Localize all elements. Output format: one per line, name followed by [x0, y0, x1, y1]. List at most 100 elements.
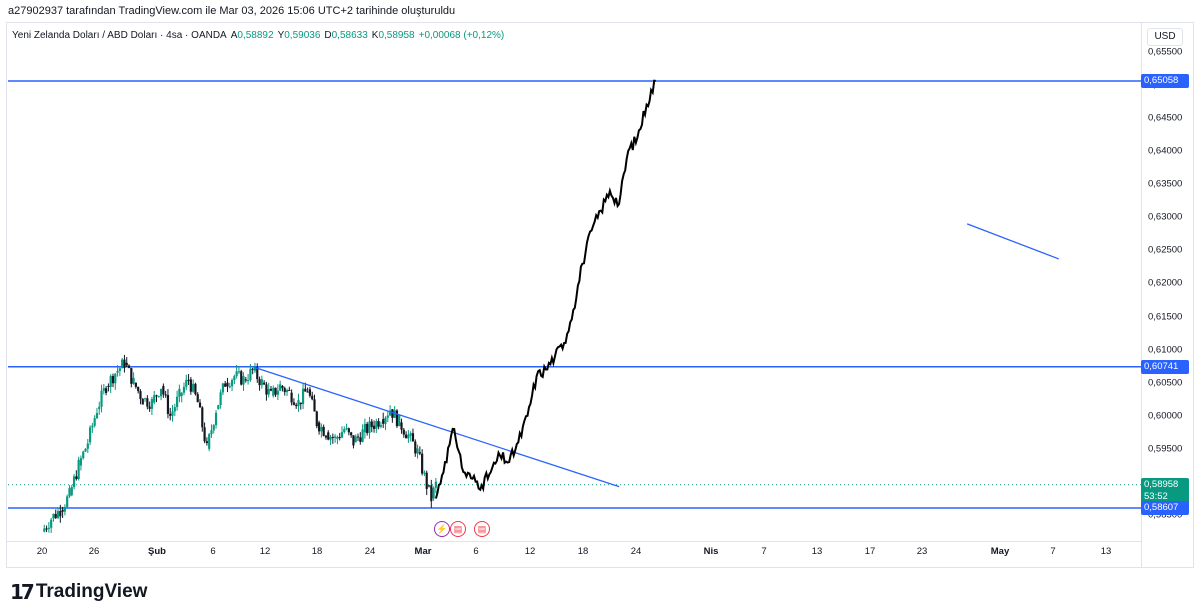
x-tick-label: 13 [1100, 546, 1112, 557]
x-tick-label: 6 [473, 546, 479, 557]
x-tick-label: Mar [414, 546, 432, 557]
candle-body [146, 398, 149, 407]
x-tick-label: May [990, 546, 1010, 557]
us-flag-icon[interactable]: ▤ [450, 521, 466, 537]
candle-body [393, 410, 396, 418]
candle-body [230, 379, 234, 387]
candle-body [345, 428, 348, 430]
y-tick-label: 0,58500 [1148, 509, 1183, 521]
candle-body [107, 386, 110, 388]
candle-body [153, 395, 156, 403]
candle-body [375, 421, 378, 429]
candle-body [235, 371, 238, 377]
candle-body [79, 458, 83, 466]
candle-body [402, 429, 405, 435]
candle-body [256, 367, 259, 380]
trendline [252, 366, 620, 488]
candle-body [127, 365, 131, 368]
candle-body [379, 425, 383, 427]
y-tick-label: 0,59500 [1148, 443, 1183, 455]
y-tick-label: 0,61500 [1148, 311, 1183, 322]
candle-body [150, 399, 154, 409]
us-flag-icon[interactable]: ▤ [474, 521, 490, 537]
candle-body [276, 390, 279, 395]
y-tick-label: 0,64500 [1148, 112, 1183, 124]
candle-body [56, 511, 60, 518]
candle-body [205, 441, 208, 443]
x-tick-label: 24 [630, 546, 642, 557]
flash-icon[interactable]: ⚡ [434, 521, 450, 537]
candle-body [102, 388, 105, 391]
candle-body [317, 422, 321, 432]
candle-body [269, 388, 273, 391]
candle-body [356, 436, 360, 438]
low-value: 0,58633 [331, 30, 368, 41]
last-price-value: 0,58958 [1144, 478, 1179, 490]
candle-body [292, 402, 295, 405]
candle-body [251, 368, 254, 370]
price-axis-divider[interactable] [1141, 22, 1142, 568]
candle-body [242, 376, 245, 385]
x-tick-label: Nis [703, 546, 719, 557]
candle-body [54, 513, 57, 518]
candle-body [91, 425, 94, 428]
candle-body [93, 418, 96, 426]
candle-body [285, 389, 289, 393]
logo-text: TradingView [35, 581, 148, 602]
candle-body [155, 395, 158, 397]
chart-pane[interactable] [6, 22, 1194, 568]
candle-body [253, 367, 257, 371]
candle-body [178, 388, 181, 397]
candle-body [141, 399, 144, 405]
candle-body [157, 396, 160, 398]
candle-body [395, 410, 399, 427]
low-key: D [324, 30, 332, 41]
candle-body [425, 472, 428, 489]
x-tick-label: 24 [364, 546, 376, 557]
candle-body [430, 485, 433, 502]
x-tick-label: 13 [811, 546, 823, 557]
y-tick-label: 0,60000 [1148, 410, 1183, 422]
candle-body [329, 436, 332, 440]
candle-body [350, 432, 353, 436]
candle-body [180, 392, 183, 396]
candle-body [63, 507, 66, 512]
candle-body [125, 362, 128, 366]
candle-body [185, 379, 188, 387]
candle-body [82, 451, 85, 459]
candle-body [68, 488, 71, 497]
candle-body [47, 527, 50, 529]
symbol-legend: Yeni Zelanda Doları / ABD Doları · 4sa ·… [12, 30, 504, 41]
candle-body [391, 409, 394, 418]
candle-body [338, 436, 341, 438]
candle-body [384, 417, 387, 424]
candle-body [359, 437, 362, 442]
candle-body [301, 388, 305, 405]
candle-body [368, 421, 371, 433]
candle-body [361, 429, 364, 442]
x-tick-label: 12 [524, 546, 536, 557]
candle-body [260, 379, 263, 386]
tradingview-logo[interactable]: 17 TradingView [10, 580, 147, 604]
symbol-name[interactable]: Yeni Zelanda Doları / ABD Doları · 4sa ·… [12, 30, 227, 41]
candle-body [139, 391, 142, 400]
candle-body [267, 388, 270, 395]
candle-body [340, 432, 344, 438]
candle-body [377, 421, 380, 427]
y-tick-label: 0,63000 [1148, 211, 1183, 223]
candle-body [386, 415, 389, 418]
candle-body [249, 368, 252, 381]
candle-body [210, 430, 213, 435]
currency-selector[interactable]: USD [1147, 28, 1183, 46]
open-key: A [230, 30, 238, 41]
y-tick-label: 0,63500 [1148, 178, 1183, 190]
candle-body [400, 422, 403, 430]
time-axis-divider[interactable] [6, 541, 1141, 542]
candle-body [72, 476, 76, 488]
trendline [966, 223, 1059, 260]
candle-body [290, 392, 293, 403]
candle-body [324, 435, 328, 438]
candle-body [398, 415, 401, 427]
candle-body [263, 382, 266, 385]
